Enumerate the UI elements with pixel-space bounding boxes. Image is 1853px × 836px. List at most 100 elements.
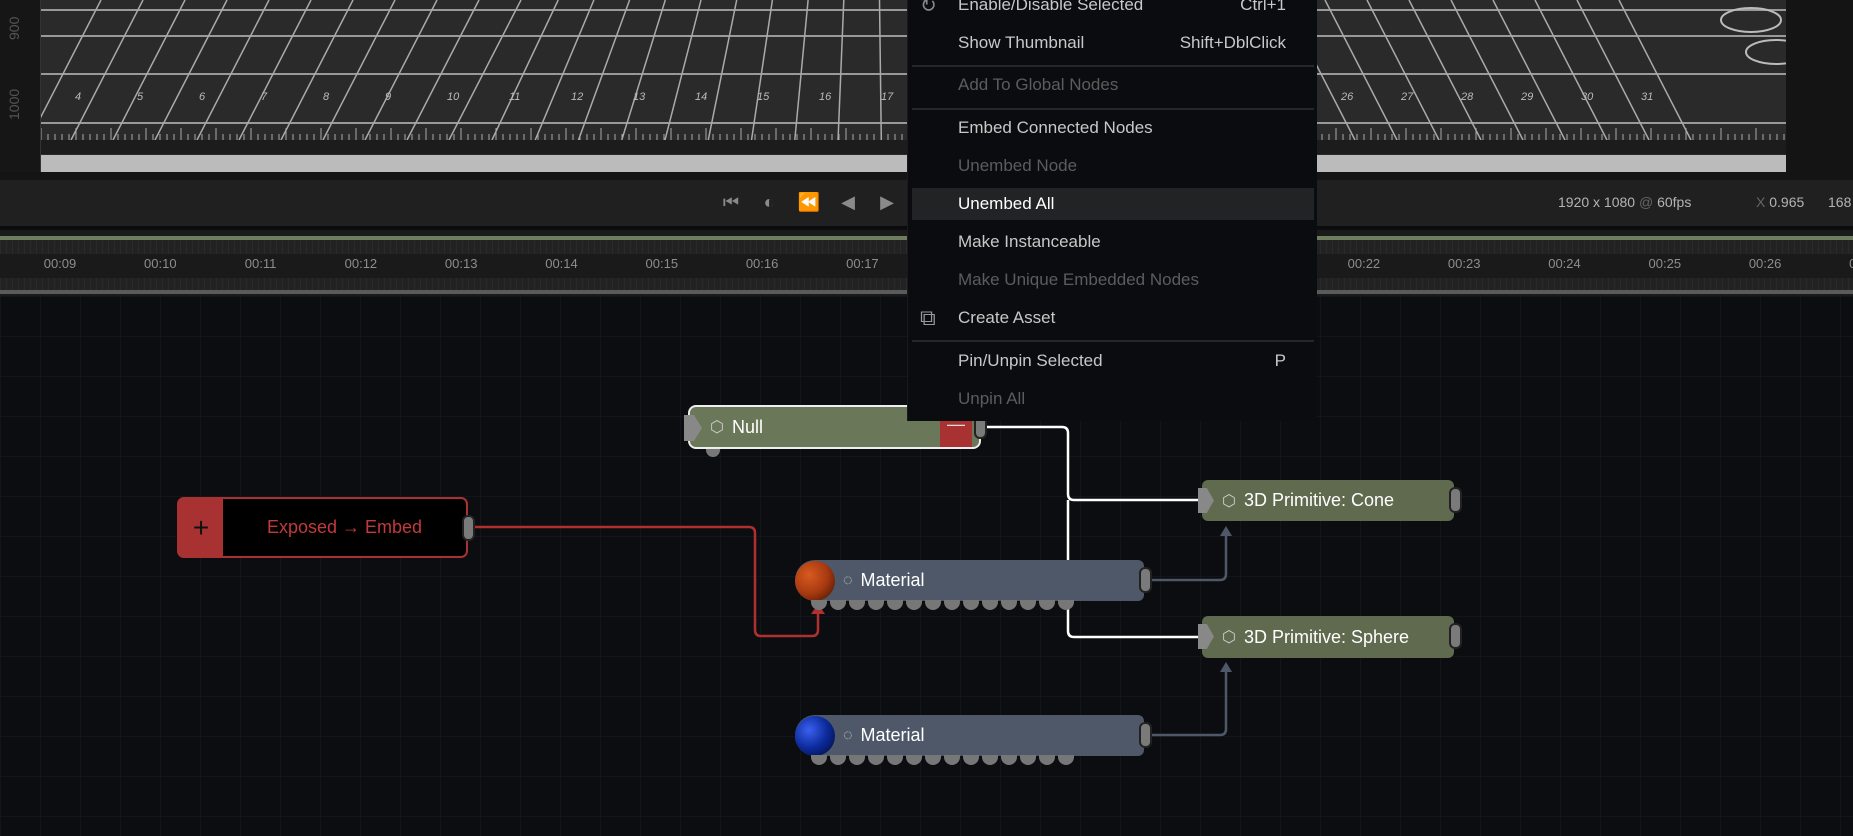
fps: 60fps xyxy=(1657,194,1692,210)
menu-item-shortcut: P xyxy=(1274,351,1286,370)
rewind-icon[interactable]: ⏪ xyxy=(797,192,821,212)
timeline-label: 00:23 xyxy=(1447,256,1481,271)
grid-number: 11 xyxy=(509,91,520,103)
grid-number: 15 xyxy=(757,91,770,103)
material-node[interactable]: ◌ Material xyxy=(795,560,1152,610)
play-icon[interactable]: ▶ xyxy=(880,192,894,212)
menu-item-shortcut: Ctrl+1 xyxy=(1240,0,1286,14)
wire-null-sphere xyxy=(1066,500,1202,639)
resolution-readout: 1920 x 1080 @ 60fps xyxy=(1558,194,1691,210)
input-port[interactable] xyxy=(684,415,702,441)
node-label: Material xyxy=(860,570,925,590)
menu-item-make-instanceable[interactable]: Make Instanceable xyxy=(908,226,1318,258)
grid-number: 8 xyxy=(323,91,330,103)
timeline-label: 00:09 xyxy=(43,256,77,271)
x-label: X xyxy=(1756,194,1766,210)
menu-separator xyxy=(912,108,1314,110)
menu-item-create-asset[interactable]: ⧉ Create Asset xyxy=(908,302,1318,334)
menu-item-unembed-node[interactable]: Unembed Node xyxy=(908,150,1318,182)
menu-item-embed-connected-nodes[interactable]: Embed Connected Nodes xyxy=(908,112,1318,144)
node-label: 3D Primitive: Cone xyxy=(1243,490,1395,510)
output-port[interactable] xyxy=(1449,623,1462,649)
bottom-port[interactable] xyxy=(706,449,720,457)
menu-item-label: Create Asset xyxy=(958,308,1056,327)
timeline-label: 00:27 xyxy=(1849,256,1853,271)
grid-number: 12 xyxy=(571,91,583,103)
grid-number: 5 xyxy=(137,91,144,103)
timeline-label: 00:25 xyxy=(1648,256,1682,271)
at-sign: @ xyxy=(1638,194,1654,210)
vertical-ruler: 900 1000 xyxy=(0,0,41,172)
grid-number: 30 xyxy=(1581,91,1594,103)
menu-separator xyxy=(912,340,1314,342)
timeline-label: 00:10 xyxy=(144,256,177,271)
menu-item-label: Make Unique Embedded Nodes xyxy=(958,270,1199,289)
input-ports[interactable] xyxy=(811,600,1074,610)
output-port[interactable] xyxy=(1449,487,1462,513)
plus-icon[interactable]: + xyxy=(179,499,223,556)
menu-item-unembed-all[interactable]: Unembed All xyxy=(912,188,1314,220)
material-node[interactable]: ◌ Material xyxy=(795,715,1152,765)
menu-item-label: Unembed All xyxy=(958,194,1055,213)
menu-item-label: Enable/Disable Selected xyxy=(958,0,1144,14)
timeline-label: 00:17 xyxy=(846,256,879,271)
wire-material2-sphere xyxy=(1148,670,1228,737)
grid-number: 29 xyxy=(1520,91,1533,103)
menu-item-enable-disable-selected[interactable]: ↻ Enable/Disable Selected Ctrl+1 xyxy=(908,0,1318,21)
menu-item-label: Unpin All xyxy=(958,389,1026,408)
timeline-label: 00:13 xyxy=(444,256,478,271)
cone-node[interactable]: ⬡ 3D Primitive: Cone xyxy=(1198,480,1462,521)
wire-exposed-material xyxy=(470,525,820,638)
grid-number: 27 xyxy=(1400,91,1414,103)
timeline-label: 00:14 xyxy=(545,256,578,271)
grid-number: 26 xyxy=(1340,91,1354,103)
menu-separator xyxy=(912,65,1314,67)
timeline-label: 00:15 xyxy=(645,256,679,271)
output-port[interactable] xyxy=(462,515,475,541)
menu-item-label: Show Thumbnail xyxy=(958,33,1085,52)
arrow-icon xyxy=(1220,526,1232,536)
loop-icon[interactable]: ◐ xyxy=(763,192,775,212)
grid-number: 17 xyxy=(881,91,894,103)
input-port[interactable] xyxy=(1198,624,1214,649)
menu-item-add-to-global-nodes[interactable]: Add To Global Nodes xyxy=(908,69,1318,101)
menu-item-unpin-all[interactable]: Unpin All xyxy=(908,383,1318,415)
material-icon: ◌ xyxy=(843,726,853,744)
sphere-node[interactable]: ⬡ 3D Primitive: Sphere xyxy=(1198,616,1462,658)
output-port[interactable] xyxy=(1139,567,1152,593)
step-back-icon[interactable]: ◀ xyxy=(841,192,855,212)
grid-ellipse xyxy=(1720,7,1782,33)
timeline-label: 00:24 xyxy=(1548,256,1581,271)
menu-item-label: Pin/Unpin Selected xyxy=(958,351,1103,370)
timeline-label: 00:16 xyxy=(745,256,779,271)
x-value: 0.965 xyxy=(1769,194,1805,210)
input-ports[interactable] xyxy=(811,755,1074,765)
grid-number: 7 xyxy=(261,91,268,103)
timeline-label: 00:11 xyxy=(244,256,277,271)
grid-ellipse xyxy=(1745,39,1786,65)
grid-number: 13 xyxy=(633,91,646,103)
menu-item-show-thumbnail[interactable]: Show Thumbnail Shift+DblClick xyxy=(908,27,1318,59)
node-label: Material xyxy=(860,725,925,745)
grid-number: 28 xyxy=(1460,91,1474,103)
timeline-label: 00:26 xyxy=(1748,256,1782,271)
cube-icon: ⬡ xyxy=(1222,492,1236,510)
skip-to-start-icon[interactable]: ⏮ xyxy=(722,192,740,212)
output-port[interactable] xyxy=(1139,722,1152,748)
input-port[interactable] xyxy=(1198,488,1214,513)
resolution: 1920 x 1080 xyxy=(1558,194,1636,210)
grid-number: 10 xyxy=(447,91,460,103)
node-label: 3D Primitive: Sphere xyxy=(1243,626,1410,647)
grid-number: 9 xyxy=(385,91,391,103)
arrow-icon xyxy=(1220,662,1232,672)
cube-icon: ⬡ xyxy=(710,419,724,436)
node-label: Null xyxy=(731,416,763,437)
wire-material1-cone xyxy=(1148,534,1228,582)
material-sphere-preview xyxy=(795,715,835,756)
menu-item-make-unique-embedded-nodes[interactable]: Make Unique Embedded Nodes xyxy=(908,264,1318,296)
exposed-embed-node[interactable]: + Exposed → Embed xyxy=(177,497,475,558)
menu-item-pin-unpin-selected[interactable]: Pin/Unpin Selected P xyxy=(908,345,1318,377)
menu-item-label: Make Instanceable xyxy=(958,232,1101,251)
material-icon: ◌ xyxy=(843,571,853,589)
extra-readout: 168 xyxy=(1828,194,1852,210)
